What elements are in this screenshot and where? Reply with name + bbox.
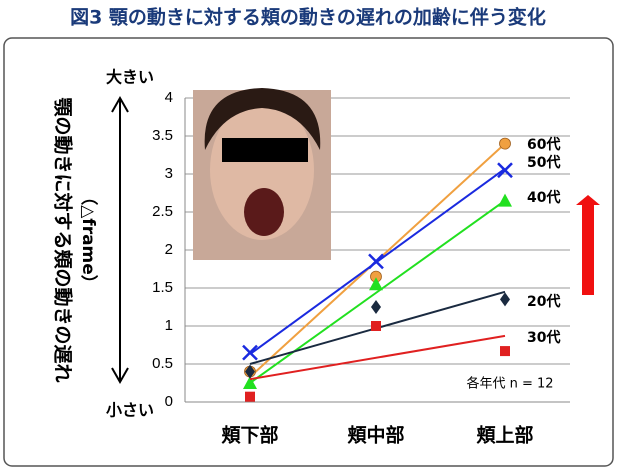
series-label: 20代 xyxy=(527,293,560,310)
series-label: 40代 xyxy=(527,189,560,206)
y-tick-label: 0.5 xyxy=(152,355,173,372)
series-label: 60代 xyxy=(527,136,560,153)
point xyxy=(499,137,511,150)
chart-title: 図3 顎の動きに対する頬の動きの遅れの加齢に伴う変化 xyxy=(70,6,546,29)
point xyxy=(245,391,255,402)
y-tick-label: 4 xyxy=(165,89,173,106)
series-label: 30代 xyxy=(527,329,560,346)
photo xyxy=(193,88,331,260)
x-tick-label: 頬中部 xyxy=(347,424,404,447)
y-label-unit: （△frame） xyxy=(78,188,99,292)
point xyxy=(369,277,383,291)
x-tick-label: 頬下部 xyxy=(221,424,278,447)
annotation-bottom: 小さい xyxy=(106,401,154,420)
y-tick-label: 2.5 xyxy=(152,203,173,220)
series-label: 50代 xyxy=(527,154,560,171)
y-tick-label: 0 xyxy=(165,393,173,410)
x-tick-label: 頬上部 xyxy=(476,424,533,447)
frame xyxy=(3,37,614,467)
y-label: 顎の動きに対する頬の動きの遅れ xyxy=(52,97,75,382)
double-arrow xyxy=(111,95,129,385)
red-arrow xyxy=(576,195,600,295)
annotation-note: 各年代 n = 12 xyxy=(466,376,553,392)
y-tick-label: 3 xyxy=(165,165,173,182)
y-tick-label: 3.5 xyxy=(152,127,173,144)
point xyxy=(242,344,258,361)
y-tick-label: 1 xyxy=(165,317,173,334)
trend-line xyxy=(249,334,506,381)
point xyxy=(500,346,510,357)
y-tick-label: 2 xyxy=(165,241,173,258)
point xyxy=(500,292,510,307)
point xyxy=(245,364,255,379)
point xyxy=(371,321,381,331)
annotation-top: 大きい xyxy=(106,68,154,87)
point xyxy=(498,193,512,207)
point xyxy=(243,376,257,389)
point xyxy=(371,300,381,314)
point xyxy=(368,253,384,270)
point xyxy=(497,162,513,179)
y-tick-label: 1.5 xyxy=(152,279,173,296)
